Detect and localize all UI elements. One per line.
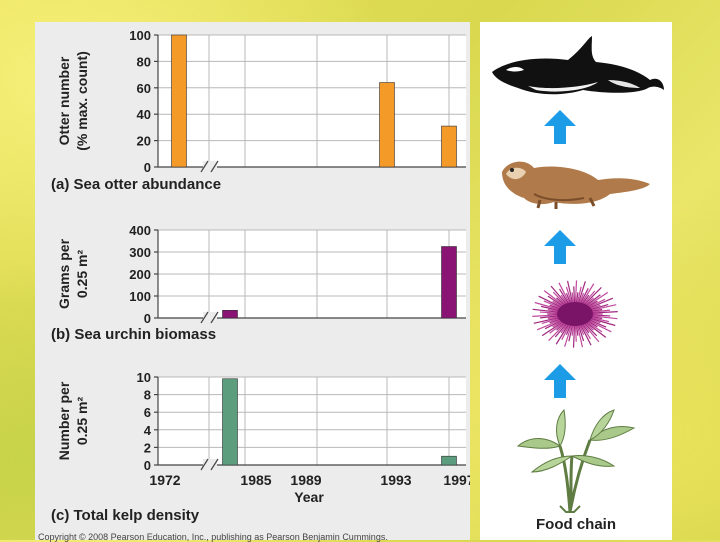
- plot-area: [158, 377, 466, 465]
- y-axis-title-line: Otter number: [56, 56, 72, 145]
- x-tick-label: 1985: [240, 472, 271, 488]
- axis-break-mark: [210, 160, 219, 173]
- axis-break-mark: [210, 458, 219, 471]
- bar-1985: [222, 310, 238, 319]
- x-tick-label: 1989: [290, 472, 321, 488]
- y-tick-label: 2: [144, 440, 151, 455]
- axis-break-gap: [203, 312, 217, 324]
- y-axis-title: Otter number (% max. count): [56, 51, 90, 151]
- y-axis-title-line: 0.25 m²: [74, 397, 90, 446]
- food-chain-label: Food chain: [536, 516, 616, 533]
- y-tick-label: 100: [129, 28, 151, 43]
- food-chain-panel: Food chain: [480, 22, 672, 540]
- sea-otter-chart: 0 20 40 60 80 100 Otter number (% max. count) (a…: [35, 22, 470, 200]
- y-tick-label: 4: [144, 423, 152, 438]
- chart-caption: (c) Total kelp density: [51, 507, 200, 524]
- y-axis-title: Number per 0.25 m²: [56, 381, 90, 460]
- x-tick-label: 1993: [380, 472, 411, 488]
- up-arrow-icon: [544, 110, 576, 144]
- y-tick-label: 300: [129, 245, 151, 260]
- axis-break-mark: [200, 458, 209, 471]
- copyright-text: Copyright © 2008 Pearson Education, Inc.…: [38, 532, 388, 542]
- axis-break-mark: [200, 160, 209, 173]
- bar-1997: [441, 455, 457, 466]
- y-tick-label: 0: [144, 311, 151, 326]
- y-axis-title-line: (% max. count): [74, 51, 90, 151]
- y-tick-label: 400: [129, 223, 151, 238]
- up-arrow-icon: [544, 364, 576, 398]
- y-tick-label: 60: [137, 81, 151, 96]
- x-axis-title: Year: [294, 489, 324, 505]
- urchin-body: [557, 302, 593, 326]
- sea-otter-icon: [502, 161, 650, 209]
- x-tick-label: 1972: [149, 472, 180, 488]
- y-axis-title-line: Grams per: [56, 238, 72, 309]
- y-axis-title-line: Number per: [56, 381, 72, 460]
- y-axis-title-line: 0.25 m²: [74, 250, 90, 299]
- y-tick-label: 6: [144, 405, 151, 420]
- axis-break-mark: [200, 311, 209, 324]
- x-tick-label: 1997: [443, 472, 470, 488]
- plot-area: [158, 35, 466, 167]
- sea-urchin-icon: [532, 280, 618, 348]
- y-tick-label: 80: [137, 54, 151, 69]
- kelp-icon: [516, 408, 636, 513]
- y-tick-label: 40: [137, 107, 151, 122]
- y-tick-label: 10: [137, 370, 151, 385]
- y-tick-label: 200: [129, 267, 151, 282]
- up-arrow-icon: [544, 230, 576, 264]
- kelp-chart: 0 2 4 6 8 10 1972 1985 1989 1993 1997 Year Number pe…: [35, 367, 470, 540]
- orca-icon: [492, 36, 664, 95]
- bar-1972: [171, 34, 187, 168]
- y-tick-label: 8: [144, 388, 151, 403]
- sea-urchin-chart: 0 100 200 300 400 Grams per 0.25 m² (b) Sea urc…: [35, 210, 470, 347]
- y-tick-label: 100: [129, 289, 151, 304]
- bar-1985: [222, 378, 238, 466]
- axis-break-mark: [210, 311, 219, 324]
- bar-1993: [379, 82, 395, 168]
- y-tick-label: 0: [144, 458, 151, 473]
- chart-caption: (a) Sea otter abundance: [51, 176, 221, 193]
- bar-1997: [441, 246, 457, 319]
- y-tick-label: 20: [137, 134, 151, 149]
- y-axis-title: Grams per 0.25 m²: [56, 238, 90, 309]
- y-tick-label: 0: [144, 160, 151, 175]
- chart-caption: (b) Sea urchin biomass: [51, 326, 216, 343]
- axis-break-gap: [203, 161, 217, 173]
- bar-1997: [441, 125, 457, 168]
- axis-break-gap: [203, 459, 217, 471]
